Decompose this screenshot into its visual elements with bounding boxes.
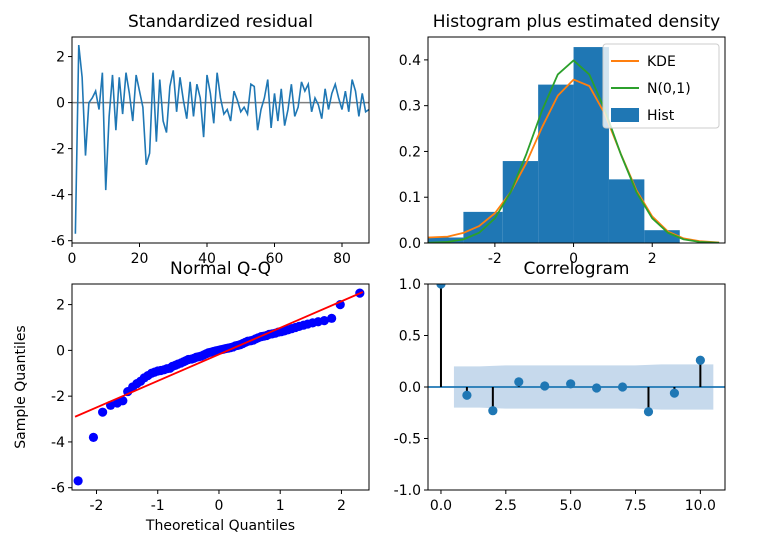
acf-marker xyxy=(540,381,550,391)
legend-box xyxy=(602,43,720,129)
qq-reference-line xyxy=(74,291,364,418)
correlogram-plot-area xyxy=(428,284,725,417)
y-tick-label: -6 xyxy=(51,234,65,250)
legend: KDE N(0,1) Hist xyxy=(602,43,720,129)
x-tick-label: 5.0 xyxy=(560,498,582,514)
acf-marker xyxy=(643,407,654,417)
acf-marker xyxy=(488,406,498,416)
x-tick-label: -2 xyxy=(90,498,104,514)
qq-point xyxy=(88,432,99,442)
y-tick-label: -0.5 xyxy=(394,432,421,448)
y-tick-label: 0.0 xyxy=(399,380,421,396)
axes-frame xyxy=(71,283,370,491)
x-tick-label: -1 xyxy=(151,498,165,514)
chart-title: Correlogram xyxy=(524,259,630,279)
hist-bar xyxy=(608,179,645,243)
y-tick-label: 0.0 xyxy=(399,236,421,252)
y-tick-label: 0.2 xyxy=(399,144,421,160)
chart-title: Histogram plus estimated density xyxy=(433,12,720,32)
residual-plot-area xyxy=(72,44,369,234)
y-tick-label: 0.4 xyxy=(399,53,421,69)
normal-density-line xyxy=(428,59,720,243)
x-tick-label: 0 xyxy=(215,498,224,514)
acf-marker xyxy=(592,383,602,393)
x-axis-label: Theoretical Quantiles xyxy=(145,518,295,534)
x-tick-label: 0.0 xyxy=(430,498,452,514)
chart-title: Standardized residual xyxy=(128,12,313,32)
correlogram-panel: 0.0 2.5 5.0 7.5 10.0 -1.0 -0.5 0.0 0.5 1.0 Correlo… xyxy=(394,259,726,514)
y-tick-label: -1.0 xyxy=(394,483,421,499)
x-tick-label: 10.0 xyxy=(685,498,716,514)
residual-panel: 0 20 40 60 80 -6 -4 -2 0 2 Standardized residual xyxy=(51,12,370,267)
y-tick-label: 0 xyxy=(56,96,65,112)
y-tick-label: -4 xyxy=(51,435,65,451)
acf-marker xyxy=(617,382,628,392)
qq-point xyxy=(118,396,128,406)
qq-point xyxy=(98,407,108,417)
x-tick-label: 2 xyxy=(648,251,657,267)
legend-hist-label: Hist xyxy=(647,108,675,124)
x-tick-label: 60 xyxy=(266,251,284,267)
y-tick-label: -4 xyxy=(51,188,65,204)
acf-marker xyxy=(669,388,680,398)
y-tick-label: -2 xyxy=(51,142,65,158)
histogram-panel: -2 0 2 0.0 0.1 0.2 0.3 0.4 Histogram plus estima… xyxy=(399,12,726,267)
residual-series-line xyxy=(74,44,369,234)
y-tick-label: -2 xyxy=(51,389,65,405)
x-tick-label: 0 xyxy=(569,251,578,267)
y-tick-label: 0.1 xyxy=(399,190,421,206)
x-tick-label: 2 xyxy=(337,498,346,514)
histogram-plot-area xyxy=(428,47,720,243)
y-tick-label: 0.3 xyxy=(399,99,421,115)
y-tick-label: 0 xyxy=(56,343,65,359)
y-tick-label: 1.0 xyxy=(399,277,421,293)
hist-bar xyxy=(428,237,464,243)
x-tick-label: 1 xyxy=(276,498,285,514)
x-tick-label: -2 xyxy=(488,251,502,267)
qq-point xyxy=(319,316,329,326)
acf-marker xyxy=(514,377,524,387)
acf-marker xyxy=(566,379,576,389)
legend-kde-label: KDE xyxy=(647,54,676,70)
y-tick-label: 0.5 xyxy=(399,329,421,345)
y-tick-label: -6 xyxy=(51,481,65,497)
x-tick-label: 20 xyxy=(131,251,149,267)
y-tick-label: 2 xyxy=(56,298,65,314)
qq-plot-area xyxy=(73,288,365,486)
legend-hist-swatch xyxy=(611,108,639,122)
x-tick-label: 40 xyxy=(198,251,216,267)
x-tick-label: 0 xyxy=(68,251,77,267)
acf-marker xyxy=(436,284,446,289)
x-tick-label: 2.5 xyxy=(495,498,517,514)
qq-point xyxy=(327,313,337,323)
hist-bar xyxy=(644,230,680,243)
axes-frame xyxy=(71,36,370,244)
hist-bar xyxy=(538,84,574,243)
axes-frame xyxy=(427,36,726,244)
x-tick-label: 80 xyxy=(333,251,351,267)
qq-point xyxy=(73,476,83,486)
chart-title: Normal Q-Q xyxy=(170,259,271,279)
x-tick-label: 7.5 xyxy=(624,498,646,514)
acf-marker xyxy=(462,390,472,400)
y-tick-label: 2 xyxy=(56,50,65,66)
y-axis-label: Sample Quantiles xyxy=(13,325,29,448)
legend-normal-label: N(0,1) xyxy=(647,81,691,97)
acf-marker xyxy=(695,355,705,365)
qq-panel: -2 -1 0 1 2 -6 -4 -2 0 2 Normal Q-Q Theoretical Qua… xyxy=(13,259,370,534)
